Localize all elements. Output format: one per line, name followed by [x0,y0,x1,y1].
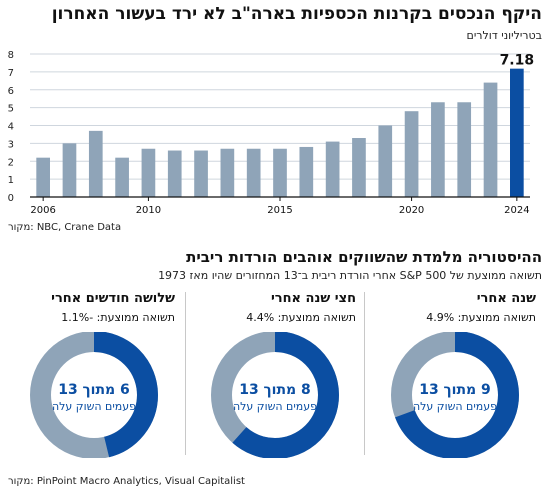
panel-one-year: שנה אחרי תשואה ממוצעת: 4.9% 9 מתוך 13 פעמ… [366,291,544,461]
x-tick-label: 2006 [30,205,55,216]
slice-up [391,332,519,458]
bar-chart: 0 1 2 3 4 5 6 7 8 2006 2010 2015 2020 2024 7.18 [8,50,535,216]
y-tick-label: 0 [8,193,14,204]
donut-chart: 9 מתוך 13 פעמים השוק עלה [391,332,519,458]
x-tick-label: 2020 [399,205,424,216]
panel-three-months: שלושה חודשים אחרי תשואה ממוצעת: -1.1% 6 … [5,291,183,461]
chart-title: היקף הנכסים בקרנות הכספיות בארה"ב לא ירד… [51,4,542,24]
bar-2007 [62,143,77,197]
bar-2014 [246,148,261,197]
chart-source: מקור: NBC, Crane Data [8,222,122,233]
donut-center-count: 9 מתוך 13 [419,382,491,398]
bar-2011 [167,150,182,197]
chart-subtitle: בטריליוני דולרים [466,29,542,42]
bar-2016 [299,146,314,197]
bar-2022 [457,102,472,197]
section-source: מקור: PinPoint Macro Analytics, Visual C… [8,476,245,487]
bar-2006 [36,157,50,197]
y-tick-label: 4 [8,122,14,133]
bar-2019 [378,125,393,197]
panel-title: שנה אחרי [476,291,536,306]
bar-2012 [194,150,208,197]
y-tick-label: 5 [8,104,14,115]
panel-half-year: חצי שנה אחרי תשואה ממוצעת: 4.4% 8 מתוך 1… [186,291,364,461]
bar-2024 [510,68,524,197]
bar-2010 [141,148,156,197]
bar-2023 [483,82,498,197]
panel-divider [364,292,365,455]
y-tick-label: 8 [8,50,14,61]
y-tick-label: 7 [8,68,14,79]
donut-center-caption: פעמים השוק עלה [413,400,497,413]
panel-divider [185,292,186,455]
panel-avg-return: תשואה ממוצעת: -1.1% [61,311,175,324]
bar-2009 [115,157,129,197]
donut-chart: 8 מתוך 13 פעמים השוק עלה [211,332,339,458]
y-tick-label: 6 [8,86,14,97]
y-tick-label: 2 [8,157,14,168]
y-tick-label: 1 [8,175,14,186]
bar-2017 [325,141,340,197]
data-label: 7.18 [500,53,535,69]
panel-title: חצי שנה אחרי [270,291,356,306]
bar-2013 [220,148,235,197]
donut-center-caption: פעמים השוק עלה [233,400,317,413]
bar-2020 [404,111,419,197]
donut-center-count: 8 מתוך 13 [239,382,311,398]
section-title: ההיסטוריה מלמדת שהשווקים אוהבים הורדות ר… [186,248,542,266]
x-tick-label: 2010 [136,205,161,216]
donut-center-caption: פעמים השוק עלה [52,400,136,413]
section-subtitle: תשואה ממוצעת של S&P 500 אחרי הורדת ריבית… [158,269,542,282]
donut-center-count: 6 מתוך 13 [58,382,130,398]
slice-up [211,332,339,458]
bar-2018 [352,138,366,197]
bar-2021 [431,102,445,197]
y-tick-label: 3 [8,139,14,150]
slice-up [30,332,158,458]
x-tick-label: 2024 [504,205,529,216]
panel-avg-return: תשואה ממוצעת: 4.4% [246,311,356,324]
donut-chart: 6 מתוך 13 פעמים השוק עלה [30,332,158,458]
bar-2008 [88,130,103,197]
panel-avg-return: תשואה ממוצעת: 4.9% [426,311,536,324]
panel-title: שלושה חודשים אחרי [51,291,175,306]
bar-2015 [273,148,287,197]
x-tick-label: 2015 [267,205,292,216]
